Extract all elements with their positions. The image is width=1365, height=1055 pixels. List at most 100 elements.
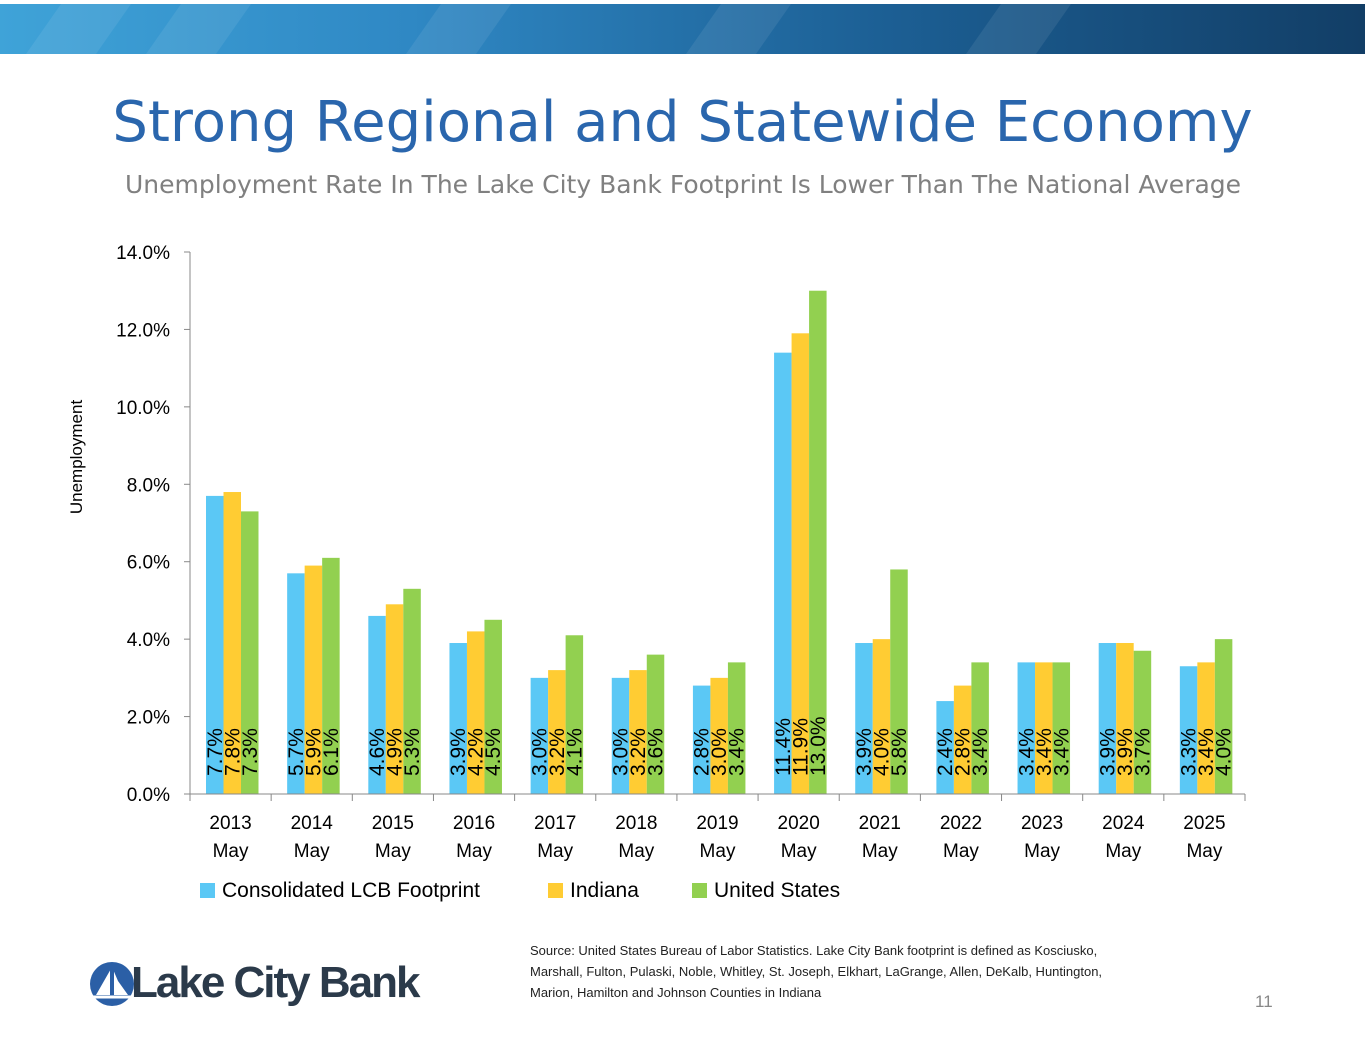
data-label: 3.6% — [645, 728, 668, 776]
legend-swatch — [200, 883, 215, 898]
x-tick-label: May — [375, 841, 411, 862]
bar-consolidated-lcb-footprint-2017 — [530, 677, 549, 794]
bar-indiana-2014 — [304, 565, 323, 794]
data-label: 4.0% — [870, 728, 893, 776]
data-label: 3.0% — [708, 728, 731, 776]
data-label: 2.4% — [934, 728, 957, 776]
y-tick-label: 12.0% — [116, 320, 170, 341]
x-tick-label: 2016 — [453, 813, 495, 834]
bar-indiana-2023 — [1035, 662, 1053, 794]
x-tick-label: 2020 — [778, 813, 820, 834]
data-label: 3.9% — [1114, 728, 1137, 776]
x-tick-label: 2024 — [1102, 813, 1145, 834]
bar-united-states-2013 — [241, 511, 259, 794]
y-tick-label: 8.0% — [127, 475, 170, 496]
x-tick-label: May — [537, 841, 573, 862]
x-tick-label: May — [700, 841, 736, 862]
data-label: 3.2% — [546, 728, 569, 776]
bar-united-states-2022 — [971, 662, 989, 794]
x-tick-label: 2022 — [940, 813, 982, 834]
bar-indiana-2017 — [548, 670, 566, 794]
y-tick-label: 6.0% — [127, 553, 170, 574]
x-tick-label: May — [862, 841, 898, 862]
data-label: 3.0% — [610, 728, 633, 776]
y-tick-label: 0.0% — [127, 785, 170, 806]
bar-united-states-2024 — [1133, 650, 1152, 794]
data-label: 3.9% — [1096, 728, 1119, 776]
slide-title: Strong Regional and Statewide Economy — [112, 90, 1253, 155]
x-tick-label: 2013 — [209, 813, 251, 834]
bar-united-states-2016 — [484, 619, 502, 794]
data-label: 4.9% — [384, 728, 407, 776]
x-tick-label: May — [213, 841, 249, 862]
bar-consolidated-lcb-footprint-2021 — [855, 643, 873, 794]
bar-indiana-2016 — [466, 631, 485, 794]
page-number: 11 — [1255, 992, 1273, 1011]
bar-united-states-2023 — [1052, 662, 1071, 794]
y-tick-label: 2.0% — [127, 708, 170, 729]
bar-indiana-2020 — [791, 333, 810, 794]
x-tick-label: May — [781, 841, 817, 862]
data-label: 3.4% — [1050, 728, 1073, 776]
data-label: 3.3% — [1178, 728, 1201, 776]
bar-consolidated-lcb-footprint-2024 — [1098, 643, 1117, 794]
data-label: 4.2% — [465, 728, 488, 776]
data-label: 2.8% — [691, 728, 714, 776]
data-label: 6.1% — [320, 728, 343, 776]
source-note: Source: United States Bureau of Labor St… — [530, 943, 1103, 1000]
x-tick-label: 2014 — [291, 813, 334, 834]
data-label: 11.9% — [789, 718, 812, 776]
data-label: 4.5% — [482, 728, 505, 776]
data-label: 4.1% — [563, 728, 586, 776]
bar-indiana-2018 — [629, 670, 647, 794]
bar-indiana-2021 — [872, 639, 891, 794]
bar-united-states-2018 — [646, 654, 665, 794]
x-tick-label: May — [943, 841, 979, 862]
data-label: 3.9% — [447, 728, 470, 776]
bar-consolidated-lcb-footprint-2018 — [611, 677, 630, 794]
x-tick-label: May — [1024, 841, 1060, 862]
data-label: 4.0% — [1213, 728, 1236, 776]
legend-label: Consolidated LCB Footprint — [222, 879, 480, 902]
data-label: 7.8% — [221, 728, 244, 776]
data-label: 13.0% — [807, 716, 830, 776]
data-label: 3.4% — [1015, 728, 1038, 776]
bar-consolidated-lcb-footprint-2015 — [368, 615, 386, 794]
data-label: 5.7% — [285, 728, 308, 776]
data-label: 3.4% — [969, 728, 992, 776]
y-axis-label: Unemployment — [67, 400, 86, 515]
x-tick-label: 2021 — [859, 813, 901, 834]
data-label: 7.7% — [204, 728, 227, 776]
bar-consolidated-lcb-footprint-2022 — [936, 701, 954, 794]
bar-indiana-2024 — [1116, 643, 1134, 794]
x-tick-label: 2018 — [615, 813, 657, 834]
bar-indiana-2013 — [223, 492, 241, 794]
bar-united-states-2017 — [565, 635, 584, 794]
bar-indiana-2019 — [710, 677, 728, 794]
y-tick-label: 14.0% — [116, 243, 170, 264]
bar-indiana-2025 — [1197, 662, 1215, 794]
legend-label: United States — [714, 879, 840, 902]
lake-city-bank-logo-icon — [90, 962, 134, 1006]
x-tick-label: 2023 — [1021, 813, 1063, 834]
legend-swatch — [692, 883, 707, 898]
data-label: 4.6% — [366, 728, 389, 776]
logo-wordmark: Lake City Bank — [131, 958, 420, 1007]
x-tick-label: May — [456, 841, 492, 862]
x-tick-label: 2019 — [696, 813, 738, 834]
unemployment-bar-chart: Unemployment 7.7% 5.7% 4.6% 3.9% 3.0% 3.0% 2.8… — [67, 243, 1246, 902]
data-label: 7.3% — [239, 728, 262, 776]
data-label: 3.2% — [627, 728, 650, 776]
data-label: 2.8% — [952, 728, 975, 776]
data-label: 3.7% — [1131, 728, 1154, 776]
data-label: 3.4% — [1195, 728, 1218, 776]
bar-indiana-2015 — [385, 604, 404, 794]
y-tick-label: 10.0% — [116, 398, 170, 419]
legend-swatch — [548, 883, 563, 898]
bar-consolidated-lcb-footprint-2020 — [774, 352, 792, 794]
x-tick-label: 2025 — [1183, 813, 1225, 834]
x-tick-label: May — [1186, 841, 1222, 862]
bar-consolidated-lcb-footprint-2013 — [206, 495, 224, 794]
x-tick-label: 2015 — [372, 813, 414, 834]
bar-united-states-2014 — [322, 557, 340, 794]
